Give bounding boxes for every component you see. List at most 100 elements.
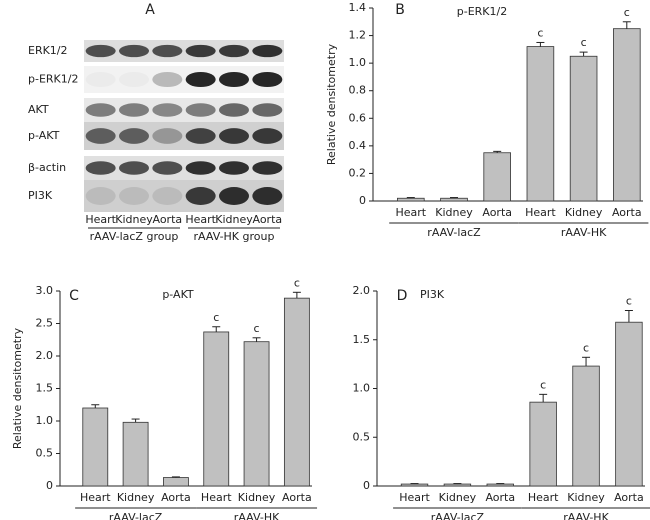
blot-band [185, 161, 216, 175]
y-tick-label: 0 [359, 194, 366, 207]
panel-letter: D [397, 288, 408, 304]
group-label: rAAV-HK [234, 511, 280, 520]
blot-band [252, 103, 283, 117]
significance-label: c [537, 26, 543, 39]
x-tick-label: Kidney [238, 491, 276, 504]
error-bar [406, 197, 415, 199]
x-tick-label: Heart [525, 206, 556, 219]
blot-band [219, 103, 249, 117]
significance-label: c [540, 378, 546, 391]
y-tick-label: 1.0 [353, 382, 371, 395]
blot-row-label: p-ERK1/2 [28, 73, 78, 86]
group-label: rAAV-HK group [194, 230, 275, 243]
group-label: rAAV-HK [561, 226, 607, 239]
x-tick-label: Kidney [565, 206, 603, 219]
bar [613, 28, 641, 202]
significance-label: c [294, 276, 300, 289]
blot-band [85, 187, 116, 205]
x-tick-label: Aorta [482, 206, 512, 219]
x-tick-label: Heart [395, 206, 426, 219]
x-tick-label: Heart [201, 491, 232, 504]
y-tick-label: 1.5 [353, 333, 371, 346]
bar [203, 331, 230, 487]
blot-strip [84, 156, 284, 180]
error-bar [450, 197, 458, 199]
bar [572, 365, 600, 487]
x-tick-label: Aorta [612, 206, 642, 219]
blot-band [185, 71, 216, 88]
blot-row-label: p-AKT [28, 129, 60, 142]
blot-band [152, 128, 183, 144]
group-label: rAAV-lacZ [431, 511, 485, 520]
x-tick-label: Kidney [117, 491, 155, 504]
significance-label: c [626, 295, 632, 308]
blot-band [252, 44, 283, 58]
chart-title: PI3K [420, 288, 445, 301]
lane-label: Aorta [253, 213, 283, 226]
y-tick-label: 1.0 [349, 56, 367, 69]
y-tick-label: 2.0 [36, 349, 54, 362]
y-tick-label: 1.4 [349, 1, 367, 14]
blot-band [85, 161, 116, 175]
y-tick-label: 0.2 [349, 166, 367, 179]
bar [526, 46, 555, 202]
y-tick-label: 3.0 [36, 284, 54, 297]
chart-title: p-AKT [162, 288, 194, 301]
bar [397, 197, 425, 202]
error-bar [536, 41, 545, 47]
error-bar [582, 356, 591, 367]
blot-band [252, 161, 283, 175]
error-bar [212, 326, 221, 332]
bar [243, 341, 270, 487]
y-tick-label: 0.8 [349, 84, 367, 97]
blot-band [119, 72, 149, 87]
error-bar [252, 337, 261, 342]
y-tick-label: 2.5 [36, 317, 54, 330]
x-tick-label: Heart [528, 491, 559, 504]
panel-letter: B [395, 2, 405, 18]
blot-band [219, 44, 249, 58]
group-label: rAAV-lacZ [109, 511, 163, 520]
x-tick-label: Heart [80, 491, 111, 504]
blot-band [119, 187, 149, 205]
bar [486, 483, 514, 487]
significance-label: c [581, 36, 587, 49]
group-label: rAAV-lacZ [427, 226, 481, 239]
significance-label: c [624, 6, 630, 19]
y-tick-label: 1.0 [36, 414, 54, 427]
x-tick-label: Heart [399, 491, 430, 504]
panel-letter: A [145, 2, 155, 18]
x-tick-label: Aorta [485, 491, 515, 504]
error-bar [171, 476, 180, 478]
blot-band [85, 103, 116, 117]
bar [569, 55, 598, 202]
blot-band [119, 161, 149, 175]
x-tick-label: Aorta [161, 491, 191, 504]
blot-band [152, 103, 183, 117]
x-tick-label: Aorta [614, 491, 644, 504]
blot-band [185, 103, 216, 117]
blot-band [219, 71, 249, 88]
blot-band [252, 187, 283, 205]
error-bar [622, 21, 631, 29]
error-bar [539, 393, 548, 403]
blot-row-label: ERK1/2 [28, 44, 68, 57]
bar [400, 483, 429, 487]
y-tick-label: 2.0 [353, 284, 371, 297]
x-tick-label: Kidney [435, 206, 473, 219]
error-bar [292, 291, 301, 299]
blot-band [185, 44, 216, 58]
bar [283, 297, 310, 487]
blot-strip [84, 180, 284, 212]
blot-band [85, 44, 116, 58]
blot-band [252, 71, 283, 88]
bar [483, 152, 511, 202]
group-label: rAAV-HK [563, 511, 609, 520]
error-bar [624, 310, 633, 323]
y-tick-label: 0 [363, 479, 370, 492]
significance-label: c [254, 322, 260, 335]
error-bar [91, 404, 100, 408]
lane-label: Heart [85, 213, 116, 226]
blot-strip [84, 98, 284, 122]
